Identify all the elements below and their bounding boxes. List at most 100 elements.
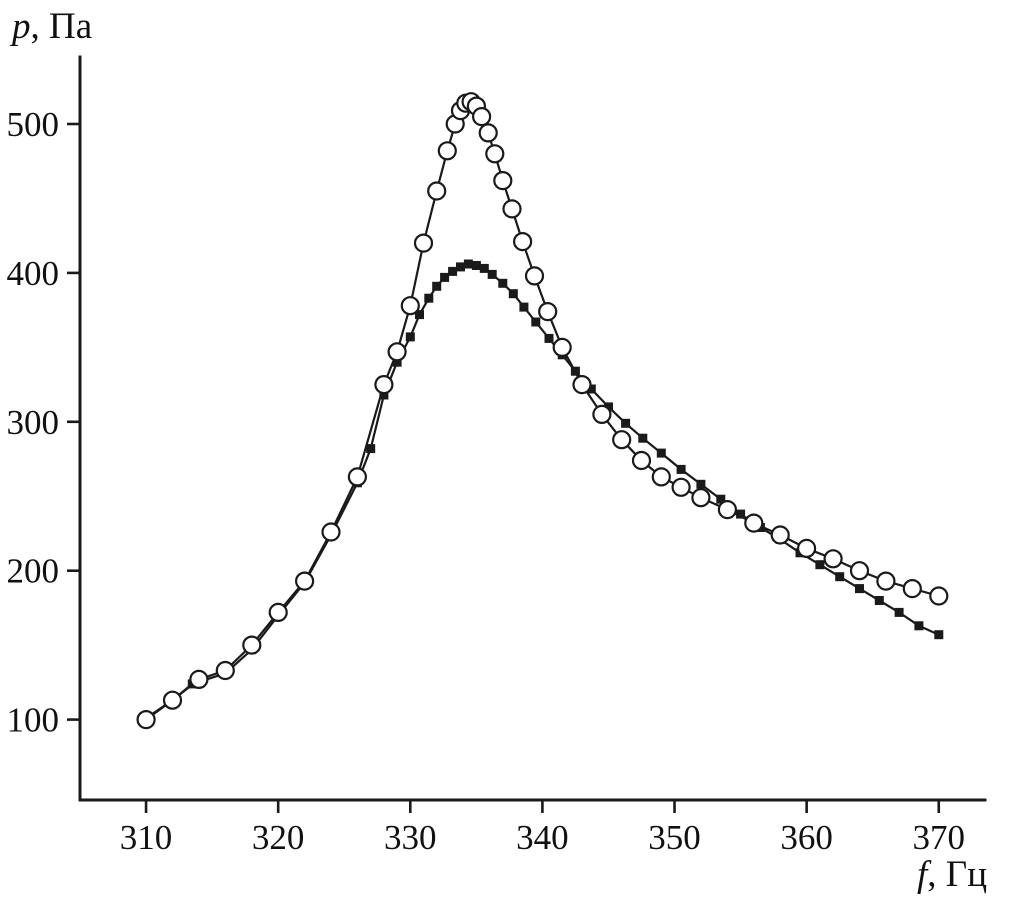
x-axis-ticks: 310 320 330 340 350 360 370 — [120, 800, 965, 857]
marker-square — [621, 418, 631, 428]
x-tick-label: 360 — [780, 818, 833, 857]
marker-circle — [612, 430, 632, 450]
marker-circle — [189, 669, 209, 690]
marker-circle — [295, 571, 315, 591]
x-tick-label: 350 — [648, 818, 701, 857]
marker-square — [586, 384, 596, 394]
marker-square — [479, 263, 489, 273]
marker-square — [366, 444, 376, 454]
marker-circle — [347, 467, 367, 487]
marker-circle — [717, 500, 738, 520]
marker-circle — [538, 302, 558, 322]
marker-square — [508, 289, 518, 299]
marker-circle — [268, 602, 288, 623]
marker-circle — [512, 232, 533, 252]
x-tick-label: 370 — [913, 818, 966, 857]
marker-circle — [572, 375, 592, 395]
series-open-circles — [136, 92, 949, 730]
marker-circle — [691, 488, 711, 508]
marker-square — [638, 433, 648, 443]
marker-circle — [902, 578, 922, 599]
series-filled-squares — [141, 259, 944, 723]
marker-square — [456, 262, 465, 272]
y-tick-label: 200 — [7, 552, 60, 591]
marker-square — [392, 357, 402, 367]
marker-circle — [552, 337, 572, 357]
marker-square — [424, 293, 434, 303]
marker-circle — [472, 106, 492, 127]
marker-square — [934, 630, 944, 640]
marker-circle — [162, 690, 183, 710]
marker-circle — [929, 586, 949, 606]
x-axis-symbol: f — [917, 854, 928, 895]
marker-circle — [524, 266, 545, 286]
marker-circle — [493, 171, 513, 191]
marker-square — [914, 621, 924, 631]
marker-circle — [485, 144, 505, 164]
marker-circle — [651, 467, 671, 487]
marker-square — [604, 402, 613, 412]
marker-square — [463, 259, 473, 269]
marker-square — [531, 317, 541, 327]
marker-circle — [744, 513, 764, 533]
marker-square — [716, 494, 726, 504]
x-tick-label: 340 — [516, 818, 569, 857]
marker-circle — [413, 233, 434, 253]
marker-square — [676, 464, 686, 474]
marker-circle — [631, 450, 652, 471]
marker-square — [440, 272, 450, 282]
marker-circle — [437, 141, 457, 161]
marker-square — [544, 333, 554, 343]
marker-circle — [823, 549, 843, 569]
marker-circle — [321, 522, 341, 542]
x-tick-label: 320 — [252, 818, 305, 857]
marker-circle — [671, 477, 691, 497]
y-axis-units: , Па — [30, 6, 93, 47]
marker-square — [487, 269, 497, 279]
axes — [78, 55, 987, 802]
marker-square — [835, 572, 845, 582]
marker-square — [815, 560, 825, 570]
marker-circle — [136, 709, 156, 730]
marker-square — [855, 584, 864, 594]
y-tick-label: 100 — [7, 701, 60, 740]
marker-circle — [849, 561, 870, 581]
y-tick-label: 400 — [7, 254, 60, 293]
marker-square — [405, 332, 415, 342]
marker-square — [736, 509, 746, 519]
marker-circle — [215, 660, 235, 681]
y-axis-symbol: p — [12, 6, 31, 47]
y-tick-label: 300 — [7, 403, 60, 442]
marker-circle — [242, 635, 262, 655]
marker-circle — [427, 181, 447, 201]
x-axis-units: , Гц — [927, 854, 987, 895]
marker-circle — [374, 375, 394, 395]
marker-circle — [876, 571, 896, 591]
marker-square — [471, 261, 481, 270]
marker-square — [498, 278, 508, 288]
marker-circle — [400, 296, 420, 316]
y-axis-ticks: 100 200 300 400 500 — [7, 105, 80, 740]
marker-square — [379, 390, 389, 400]
marker-square — [656, 448, 666, 458]
marker-circle — [592, 404, 612, 424]
marker-circle — [770, 525, 790, 545]
marker-square — [894, 607, 904, 617]
y-tick-label: 500 — [7, 105, 60, 144]
marker-square — [519, 302, 529, 312]
x-axis-title: f, Гц — [917, 856, 987, 893]
marker-circle — [502, 199, 522, 219]
y-axis-title: p, Па — [12, 8, 92, 45]
marker-circle — [478, 123, 498, 143]
marker-square — [874, 596, 884, 605]
marker-square — [432, 281, 442, 291]
marker-square — [696, 479, 706, 489]
x-tick-label: 310 — [120, 818, 173, 857]
marker-circle — [796, 538, 817, 559]
x-tick-label: 330 — [384, 818, 437, 857]
marker-square — [415, 310, 424, 320]
marker-circle — [387, 342, 407, 362]
marker-square — [448, 266, 458, 276]
